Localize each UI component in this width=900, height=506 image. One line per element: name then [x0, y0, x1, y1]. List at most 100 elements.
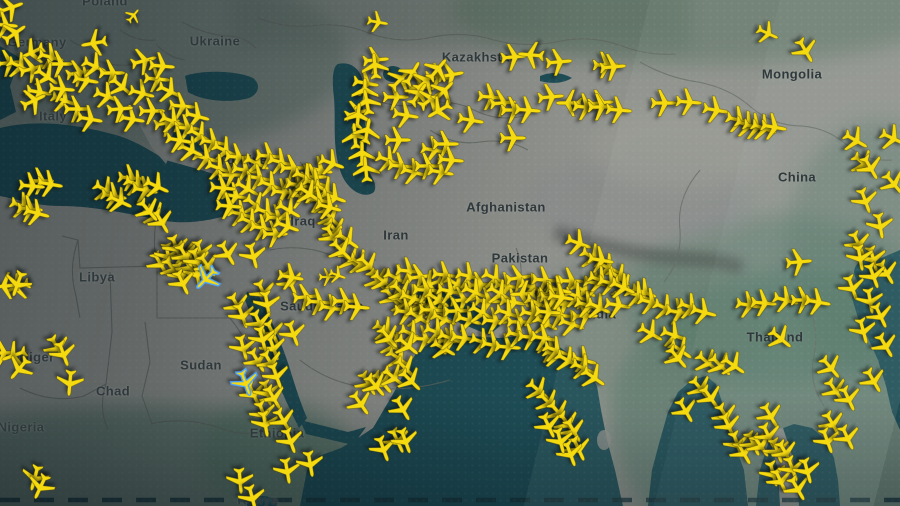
aircraft-icon[interactable]: [386, 421, 424, 459]
aircraft-icon[interactable]: [850, 147, 891, 188]
aircraft-icon[interactable]: [187, 140, 224, 177]
aircraft-icon[interactable]: [249, 374, 286, 411]
aircraft-icon[interactable]: [555, 88, 585, 118]
aircraft-icon[interactable]: [72, 102, 107, 137]
aircraft-icon[interactable]: [583, 243, 618, 278]
aircraft-icon[interactable]: [123, 75, 160, 112]
aircraft-icon[interactable]: [630, 313, 671, 354]
aircraft-icon[interactable]: [212, 190, 245, 223]
aircraft-icon[interactable]: [359, 51, 392, 84]
aircraft-icon[interactable]: [827, 417, 867, 457]
aircraft-icon[interactable]: [756, 110, 791, 145]
aircraft-icon[interactable]: [559, 224, 597, 262]
aircraft-icon[interactable]: [326, 219, 368, 261]
aircraft-icon[interactable]: [536, 331, 574, 369]
aircraft-icon[interactable]: [543, 280, 578, 315]
aircraft-icon[interactable]: [244, 320, 281, 357]
aircraft-icon[interactable]: [54, 366, 87, 399]
aircraft-icon[interactable]: [235, 237, 272, 274]
aircraft-icon[interactable]: [226, 168, 267, 209]
aircraft-icon[interactable]: [497, 123, 527, 153]
aircraft-icon[interactable]: [271, 421, 309, 459]
aircraft-icon[interactable]: [170, 112, 203, 145]
aircraft-icon[interactable]: [838, 223, 878, 263]
aircraft-icon[interactable]: [162, 262, 202, 302]
aircraft-icon[interactable]: [15, 170, 48, 203]
aircraft-icon[interactable]: [508, 278, 539, 309]
aircraft-icon[interactable]: [96, 179, 131, 214]
aircraft-icon[interactable]: [161, 123, 196, 158]
aircraft-icon[interactable]: [602, 94, 635, 127]
aircraft-icon[interactable]: [531, 296, 564, 329]
aircraft-icon[interactable]: [44, 49, 74, 79]
aircraft-icon[interactable]: [17, 459, 54, 496]
aircraft-icon-selected[interactable]: [186, 257, 228, 299]
aircraft-icon[interactable]: [380, 82, 410, 112]
aircraft-icon[interactable]: [453, 103, 488, 138]
aircraft-icon[interactable]: [259, 219, 289, 249]
aircraft-icon[interactable]: [248, 406, 283, 441]
aircraft-icon[interactable]: [758, 431, 796, 469]
aircraft-icon[interactable]: [785, 30, 826, 71]
aircraft-icon[interactable]: [759, 317, 801, 359]
aircraft-icon[interactable]: [471, 285, 503, 317]
aircraft-icon[interactable]: [103, 93, 136, 126]
aircraft-icon[interactable]: [434, 144, 467, 177]
aircraft-icon[interactable]: [843, 240, 878, 275]
aircraft-icon[interactable]: [273, 260, 308, 295]
aircraft-icon[interactable]: [777, 468, 818, 506]
aircraft-icon[interactable]: [386, 324, 428, 366]
aircraft-icon[interactable]: [347, 140, 377, 170]
aircraft-icon[interactable]: [0, 13, 35, 55]
aircraft-icon[interactable]: [685, 294, 722, 331]
aircraft-icon[interactable]: [698, 93, 733, 128]
aircraft-icon[interactable]: [99, 181, 139, 221]
aircraft-icon[interactable]: [0, 336, 34, 374]
aircraft-icon[interactable]: [782, 246, 815, 279]
aircraft-icon[interactable]: [314, 178, 352, 216]
aircraft-icon[interactable]: [274, 314, 312, 352]
aircraft-icon[interactable]: [423, 155, 458, 190]
aircraft-icon[interactable]: [731, 288, 766, 323]
aircraft-icon[interactable]: [32, 167, 67, 202]
aircraft-icon[interactable]: [572, 356, 614, 398]
aircraft-icon[interactable]: [602, 267, 642, 307]
aircraft-icon[interactable]: [234, 479, 271, 506]
aircraft-icon[interactable]: [542, 46, 575, 79]
aircraft-icon[interactable]: [433, 58, 468, 93]
aircraft-icon[interactable]: [125, 43, 162, 80]
aircraft-icon[interactable]: [0, 0, 29, 27]
aircraft-icon[interactable]: [747, 287, 780, 320]
aircraft-icon[interactable]: [699, 344, 741, 386]
aircraft-icon[interactable]: [364, 429, 402, 467]
aircraft-icon[interactable]: [354, 364, 396, 406]
aircraft-icon[interactable]: [551, 434, 589, 472]
aircraft-icon[interactable]: [165, 90, 198, 123]
aircraft-icon[interactable]: [389, 359, 431, 401]
aircraft-icon[interactable]: [860, 295, 900, 335]
aircraft-icon[interactable]: [310, 189, 347, 226]
aircraft-icon[interactable]: [127, 189, 169, 231]
aircraft-icon[interactable]: [854, 256, 892, 294]
aircraft-icon[interactable]: [808, 421, 846, 459]
aircraft-icon[interactable]: [270, 453, 305, 488]
aircraft-icon[interactable]: [501, 261, 535, 295]
aircraft-icon[interactable]: [528, 405, 568, 445]
aircraft-icon[interactable]: [542, 422, 579, 459]
aircraft-icon[interactable]: [293, 446, 328, 481]
aircraft-icon[interactable]: [809, 346, 851, 388]
aircraft-icon[interactable]: [624, 273, 662, 311]
aircraft-icon[interactable]: [207, 233, 248, 274]
aircraft-icon[interactable]: [478, 305, 511, 338]
aircraft-icon[interactable]: [367, 316, 409, 358]
aircraft-icon[interactable]: [25, 55, 67, 97]
aircraft-icon[interactable]: [312, 144, 350, 182]
aircraft-icon[interactable]: [534, 81, 567, 114]
aircraft-icon[interactable]: [13, 193, 46, 226]
aircraft-icon[interactable]: [0, 264, 37, 302]
aircraft-icon[interactable]: [750, 16, 785, 51]
aircraft-icon[interactable]: [68, 63, 103, 98]
aircraft-icon[interactable]: [750, 395, 791, 436]
aircraft-icon[interactable]: [672, 86, 705, 119]
